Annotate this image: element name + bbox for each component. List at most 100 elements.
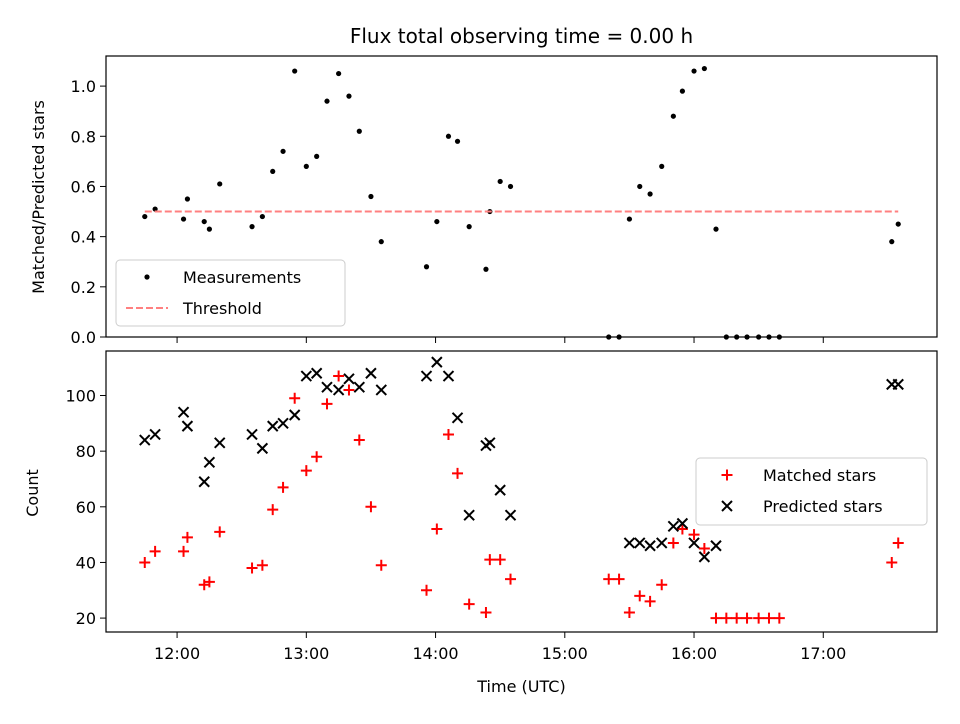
data-point bbox=[300, 465, 312, 477]
data-point bbox=[634, 537, 646, 549]
data-point bbox=[676, 517, 689, 530]
axes-frame bbox=[105, 55, 938, 338]
data-point bbox=[149, 428, 161, 441]
data-point bbox=[659, 163, 665, 169]
data-point bbox=[149, 545, 161, 557]
data-point bbox=[886, 556, 898, 568]
data-point bbox=[375, 384, 387, 396]
data-point bbox=[463, 509, 475, 521]
data-point bbox=[178, 545, 190, 557]
data-point bbox=[895, 221, 901, 227]
x-tick-label: 16:00 bbox=[671, 644, 717, 663]
data-point bbox=[343, 373, 355, 385]
data-point bbox=[710, 540, 722, 552]
data-point bbox=[720, 612, 732, 624]
y-tick-label: 60 bbox=[76, 498, 96, 517]
x-tick-label: 14:00 bbox=[413, 644, 459, 663]
data-point bbox=[691, 68, 697, 74]
data-point bbox=[152, 206, 158, 212]
data-point bbox=[375, 559, 387, 571]
data-point bbox=[421, 584, 433, 596]
data-point bbox=[289, 392, 301, 404]
data-point bbox=[206, 226, 212, 232]
data-point bbox=[280, 148, 286, 154]
y-tick-label: 0.4 bbox=[71, 228, 96, 247]
data-point bbox=[259, 213, 265, 220]
data-point bbox=[256, 442, 269, 455]
series-matched-stars bbox=[139, 370, 904, 624]
data-point bbox=[731, 612, 743, 624]
data-point bbox=[431, 356, 443, 368]
data-point bbox=[346, 93, 352, 99]
data-point bbox=[892, 378, 904, 391]
data-point bbox=[321, 398, 333, 410]
legend-marker bbox=[721, 469, 733, 481]
data-point bbox=[644, 595, 656, 607]
data-point bbox=[378, 239, 384, 245]
data-point bbox=[613, 573, 625, 585]
data-point bbox=[201, 218, 207, 225]
data-point bbox=[214, 526, 226, 538]
data-point bbox=[484, 554, 496, 566]
data-point bbox=[314, 153, 320, 159]
data-point bbox=[365, 501, 377, 513]
data-point bbox=[434, 218, 440, 225]
y-tick-label: 0.6 bbox=[71, 177, 96, 196]
data-point bbox=[343, 384, 355, 396]
data-point bbox=[667, 520, 680, 532]
data-point bbox=[698, 543, 710, 555]
chart-title: Flux total observing time = 0.00 h bbox=[350, 24, 693, 48]
data-point bbox=[368, 193, 374, 200]
data-point bbox=[184, 196, 191, 202]
data-point bbox=[773, 612, 785, 624]
legend-box bbox=[695, 457, 928, 526]
data-point bbox=[504, 509, 517, 521]
series-measurements bbox=[142, 65, 901, 340]
data-point bbox=[311, 451, 323, 463]
data-point bbox=[246, 428, 258, 441]
data-point bbox=[180, 216, 187, 222]
data-point bbox=[494, 554, 506, 566]
data-point bbox=[267, 420, 279, 432]
data-point bbox=[701, 65, 707, 72]
data-point bbox=[277, 481, 289, 493]
data-point bbox=[892, 537, 904, 549]
y-tick-label: 1.0 bbox=[71, 77, 96, 96]
data-point bbox=[679, 88, 686, 94]
y-tick-label: 100 bbox=[65, 387, 96, 406]
data-point bbox=[292, 68, 298, 74]
bottom-y-axis-label: Count bbox=[23, 469, 42, 517]
data-point bbox=[181, 531, 193, 543]
data-point bbox=[763, 612, 775, 624]
data-point bbox=[667, 537, 679, 549]
legend-entry-label: Matched stars bbox=[763, 466, 876, 485]
data-point bbox=[656, 579, 668, 591]
x-tick-label: 12:00 bbox=[154, 644, 200, 663]
data-point bbox=[445, 133, 452, 139]
data-point bbox=[505, 573, 517, 585]
data-point bbox=[507, 183, 514, 190]
y-tick-label: 40 bbox=[76, 553, 96, 572]
data-point bbox=[139, 556, 151, 568]
top-y-axis-label: Matched/Predicted stars bbox=[29, 100, 48, 294]
legend-entry-label: Threshold bbox=[182, 299, 262, 318]
data-point bbox=[688, 537, 700, 549]
legend-marker bbox=[721, 500, 733, 512]
data-point bbox=[142, 213, 148, 220]
data-point bbox=[670, 113, 676, 119]
data-point bbox=[217, 181, 223, 187]
bottom-panel: 20 40 60 80 100 12:00 13:00 14:00 15:00 16:00 17:0… bbox=[65, 350, 938, 663]
legend-entry-label: Predicted stars bbox=[763, 497, 883, 516]
data-point bbox=[303, 163, 309, 169]
data-point bbox=[420, 370, 433, 382]
data-point bbox=[626, 216, 633, 222]
y-tick-label: 0.2 bbox=[71, 278, 96, 297]
data-point bbox=[623, 607, 635, 619]
legend: Matched stars Predicted stars bbox=[695, 457, 928, 526]
data-point bbox=[267, 504, 279, 516]
data-point bbox=[480, 607, 492, 619]
data-point bbox=[356, 128, 362, 134]
x-tick-label: 13:00 bbox=[283, 644, 329, 663]
data-point bbox=[634, 590, 646, 602]
